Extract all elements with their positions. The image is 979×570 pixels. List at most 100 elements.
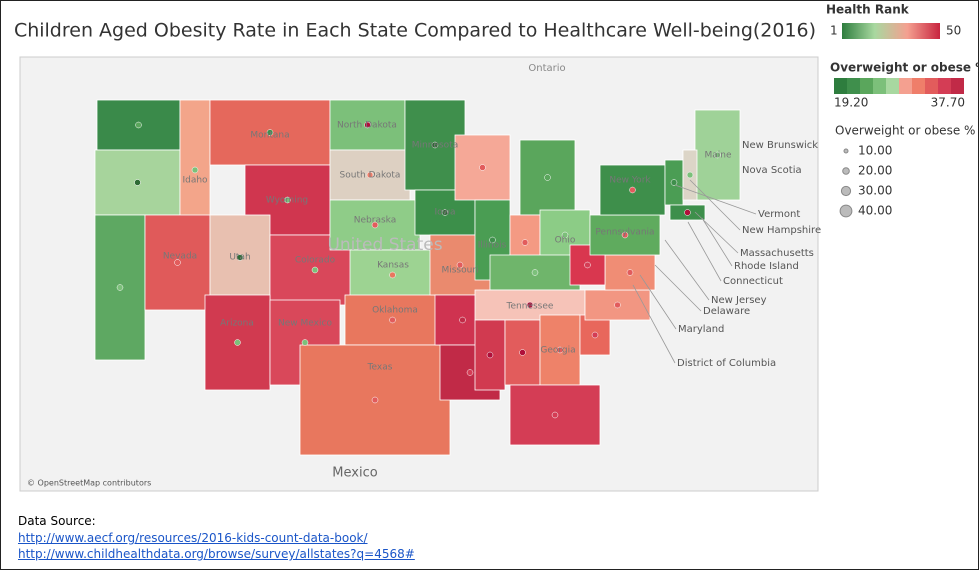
- state-dot: [364, 121, 371, 129]
- state-dot: [626, 269, 634, 276]
- step: [834, 78, 847, 94]
- callout-label: Maryland: [678, 324, 724, 335]
- state-dot: [584, 261, 591, 269]
- callout-line: [632, 284, 676, 364]
- size-label: 20.00: [858, 164, 892, 178]
- state-dot: [371, 396, 379, 404]
- map-label: South Dakota: [340, 171, 401, 181]
- callout-label: New Hampshire: [742, 225, 821, 236]
- map-label: Mexico: [332, 466, 377, 481]
- state-dot: [459, 316, 466, 324]
- map-label: Nevada: [163, 252, 197, 262]
- state-dot: [441, 209, 449, 216]
- map-label: Wyoming: [266, 196, 308, 206]
- size-label: 40.00: [858, 204, 892, 218]
- state-dot: [531, 269, 539, 276]
- size-legend: 10.00 20.00 30.00 40.00: [839, 144, 892, 218]
- state-dot: [301, 339, 309, 346]
- link-wrap: http://www.aecf.org/resources/2016-kids-…: [18, 531, 368, 545]
- step: [847, 78, 860, 94]
- state-dot: [366, 171, 374, 179]
- map-label: Ohio: [555, 236, 576, 246]
- size-swatch: [843, 148, 849, 154]
- callout-label: Nova Scotia: [742, 165, 802, 176]
- state-dot: [311, 266, 319, 274]
- state-dot: [614, 301, 621, 309]
- state-dot: [236, 254, 244, 261]
- title: Children Aged Obesity Rate in Each State…: [14, 20, 816, 42]
- callout-line: [639, 274, 677, 330]
- callout-line: [664, 239, 710, 301]
- state-dot: [551, 411, 559, 419]
- map-label: Illinois: [478, 241, 507, 251]
- callout-label: Massachusetts: [740, 248, 814, 259]
- state-dot: [234, 339, 241, 346]
- state: [599, 164, 666, 216]
- source-link[interactable]: http://www.aecf.org/resources/2016-kids-…: [18, 531, 368, 545]
- map-label: Georgia: [540, 346, 575, 356]
- state-dot: [116, 284, 124, 291]
- map-label: Minnesota: [412, 141, 458, 151]
- map-label: Kansas: [377, 261, 409, 271]
- map-label: North Dakota: [337, 121, 397, 131]
- state-dot: [266, 129, 274, 136]
- size-swatch: [840, 185, 852, 197]
- map-label: Utah: [229, 253, 250, 263]
- step: [899, 78, 912, 94]
- map: Ontario United States Mexico Texas Oklahoma K…: [27, 63, 821, 488]
- legend-max: 37.70: [931, 96, 965, 110]
- state: [519, 139, 576, 216]
- callout-label: Connecticut: [723, 276, 783, 287]
- source-heading: Data Source:: [18, 514, 96, 528]
- map-label: New York: [609, 176, 651, 186]
- legend-title: Health Rank: [826, 3, 910, 17]
- state-dot: [479, 164, 486, 171]
- state-dot: [621, 231, 629, 239]
- state-dot: [684, 209, 691, 216]
- map-label: Tennessee: [506, 302, 554, 312]
- callout-line: [674, 184, 757, 215]
- attribution: © OpenStreetMap contributors: [27, 479, 151, 488]
- state-dot: [489, 236, 496, 244]
- source-link[interactable]: http://www.childhealthdata.org/browse/su…: [18, 547, 415, 561]
- gradient-bar: [842, 23, 940, 39]
- callout-label: District of Columbia: [677, 358, 776, 369]
- state-dot: [526, 301, 534, 309]
- state-dot: [389, 271, 396, 279]
- size-swatch: [842, 167, 850, 175]
- size-swatch: [839, 204, 853, 218]
- map-label: United States: [327, 235, 442, 255]
- callout-line: [687, 221, 722, 282]
- map-label: Ontario: [528, 63, 565, 74]
- state-dot: [561, 231, 569, 239]
- link-wrap: http://www.childhealthdata.org/browse/su…: [18, 547, 415, 561]
- state-dot: [486, 351, 494, 359]
- map-label: Pennsylvania: [595, 228, 654, 238]
- state-dot: [134, 179, 141, 186]
- state-dot: [284, 196, 291, 204]
- map-label: Oklahoma: [372, 306, 418, 316]
- state-dot: [191, 166, 199, 174]
- state-dot: [371, 221, 379, 229]
- state-dot: [591, 331, 599, 339]
- map-label: Nebraska: [354, 216, 396, 226]
- map-label: Iowa: [434, 208, 455, 218]
- state-dot: [466, 369, 474, 376]
- step: [873, 78, 886, 94]
- state-dot: [456, 261, 464, 269]
- state-dot: [431, 141, 439, 149]
- dashboard: Children Aged Obesity Rate in Each State…: [14, 3, 979, 492]
- map-label: Texas: [367, 363, 393, 373]
- callout-label: Delaware: [703, 306, 750, 317]
- state-dot: [556, 346, 564, 354]
- legend-title: Overweight or obese %: [835, 124, 975, 138]
- state-dot: [544, 174, 551, 181]
- state-dot: [686, 171, 694, 179]
- callout-line: [654, 264, 702, 312]
- legend-max: 50: [946, 24, 961, 38]
- size-label: 30.00: [858, 184, 892, 198]
- callout-label: Rhode Island: [734, 261, 799, 272]
- map-label: Colorado: [295, 256, 336, 266]
- callout-line: [689, 179, 741, 231]
- legend-min: 19.20: [834, 96, 868, 110]
